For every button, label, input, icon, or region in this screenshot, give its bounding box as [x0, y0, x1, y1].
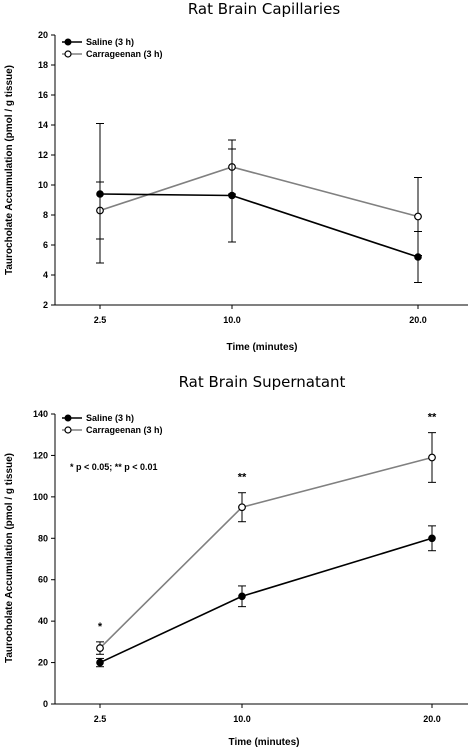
legend-label: Carrageenan (3 h) [86, 425, 163, 435]
y-tick-label: 20 [38, 30, 48, 40]
y-tick-label: 20 [38, 658, 48, 668]
y-axis-label: Taurocholate Accumulation (pmol / g tiss… [4, 65, 15, 275]
legend-marker [64, 426, 72, 434]
x-axis-label: Time (minutes) [227, 342, 298, 353]
significance-mark: ** [238, 472, 247, 484]
data-point [96, 644, 104, 652]
y-tick-label: 6 [43, 240, 48, 250]
legend-marker [64, 38, 72, 46]
y-tick-label: 80 [38, 533, 48, 543]
data-point [96, 190, 104, 198]
plot-area: 0 20 40 60 80 100 120 140 2.5 10.0 20.0 Saline (3 h… [33, 409, 468, 724]
y-tick-label: 10 [38, 180, 48, 190]
data-point [228, 191, 236, 200]
y-tick-label: 140 [33, 409, 48, 419]
x-tick-label: 2.5 [94, 315, 107, 325]
legend-label: Carrageenan (3 h) [86, 49, 163, 59]
x-tick-label: 20.0 [423, 714, 441, 724]
significance-mark: ** [428, 412, 437, 424]
y-tick-label: 120 [33, 450, 48, 460]
legend-label: Saline (3 h) [86, 37, 134, 47]
chart-supernatant: Rat Brain Supernatant Taurocholate Accum… [4, 373, 468, 748]
x-tick-label: 10.0 [233, 714, 251, 724]
y-tick-label: 14 [38, 120, 48, 130]
data-point [428, 453, 436, 462]
y-tick-label: 0 [43, 699, 48, 709]
legend-marker [64, 414, 72, 422]
y-tick-label: 40 [38, 616, 48, 626]
data-point [414, 212, 422, 221]
x-tick-label: 20.0 [409, 315, 427, 325]
data-point [428, 534, 436, 543]
y-tick-label: 16 [38, 90, 48, 100]
x-tick-label: 2.5 [94, 714, 107, 724]
significance-mark: * [98, 621, 103, 633]
chart-title: Rat Brain Supernatant [179, 373, 346, 391]
chart-title: Rat Brain Capillaries [188, 0, 340, 18]
series-line [99, 166, 419, 218]
y-tick-label: 2 [43, 300, 48, 310]
y-tick-label: 8 [43, 210, 48, 220]
significance-note: * p < 0.05; ** p < 0.01 [70, 462, 158, 472]
chart-capillaries: Rat Brain Capillaries Taurocholate Accum… [4, 0, 468, 353]
x-tick-label: 10.0 [223, 315, 241, 325]
series-line [99, 537, 433, 664]
plot-area: 2 4 6 8 10 12 14 16 18 20 2.5 10.0 20.0 Saline (3 h) C… [38, 30, 468, 325]
y-tick-label: 100 [33, 492, 48, 502]
data-point [238, 592, 246, 601]
legend-marker [64, 50, 72, 58]
y-tick-label: 4 [43, 270, 48, 280]
y-axis-label: Taurocholate Accumulation (pmol / g tiss… [4, 453, 15, 663]
x-axis-label: Time (minutes) [229, 737, 300, 748]
y-tick-label: 60 [38, 575, 48, 585]
y-tick-label: 18 [38, 60, 48, 70]
data-point [238, 503, 246, 512]
y-tick-label: 12 [38, 150, 48, 160]
data-point [96, 658, 104, 667]
data-point [414, 253, 422, 261]
legend-label: Saline (3 h) [86, 413, 134, 423]
